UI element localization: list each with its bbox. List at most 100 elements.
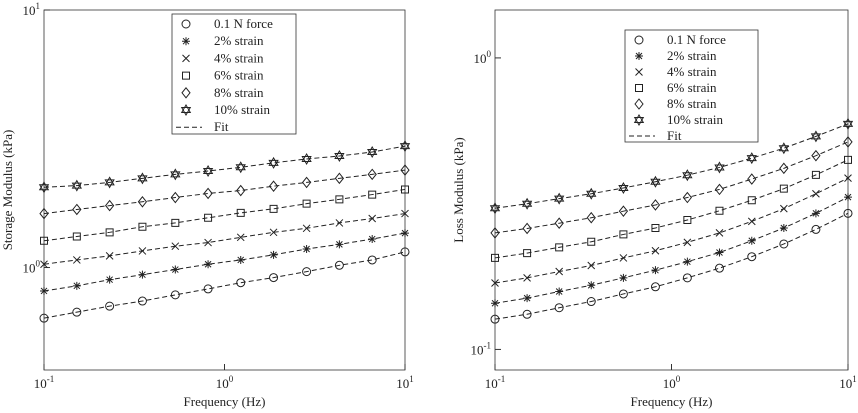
legend-marker (182, 54, 190, 63)
data-point (72, 203, 82, 216)
data-point (202, 165, 214, 178)
data-point (619, 254, 628, 262)
data-point (523, 294, 532, 303)
data-point (104, 176, 115, 189)
data-point (715, 229, 724, 237)
data-point (401, 185, 409, 194)
y-tick-base: 10 (23, 3, 36, 18)
legend-marker (635, 68, 643, 76)
data-point (491, 279, 499, 287)
legend-marker (181, 19, 191, 29)
legend-box (624, 29, 759, 143)
data-point (72, 232, 81, 241)
data-point (137, 172, 148, 185)
legend-label: Fit (667, 128, 682, 143)
y-tick-label: 101 (23, 1, 41, 18)
data-point (170, 168, 181, 181)
fit-line (43, 213, 406, 265)
data-point (555, 287, 564, 296)
data-point (714, 263, 724, 273)
data-point (555, 267, 564, 276)
data-point (747, 252, 757, 262)
x-tick-exp: -1 (47, 374, 55, 384)
y-tick-label: 10-1 (471, 340, 492, 357)
fit-line (43, 188, 406, 242)
legend-label: 2% strain (214, 33, 264, 48)
legend-label: 4% strain (214, 50, 264, 65)
data-point (301, 176, 312, 189)
y-tick-exp: 0 (487, 49, 492, 59)
data-point (268, 156, 279, 169)
data-point (715, 248, 724, 257)
data-point (618, 205, 629, 217)
data-point (586, 187, 597, 200)
data-point (203, 187, 213, 200)
data-point (72, 256, 81, 264)
data-point (401, 209, 409, 218)
x-tick-label: 10-1 (34, 374, 55, 391)
data-point (747, 217, 756, 226)
x-tick-base: 10 (396, 376, 409, 391)
x-tick-base: 10 (216, 376, 229, 391)
legend-label: 8% strain (667, 96, 717, 111)
data-point (269, 273, 279, 283)
legend-marker (635, 52, 643, 60)
data-point (236, 184, 246, 197)
data-point (779, 162, 789, 175)
data-point (39, 313, 49, 323)
legend-box (171, 13, 297, 135)
data-point (747, 236, 756, 245)
x-tick-label: 101 (396, 374, 414, 391)
legend-label: 0.1 N force (214, 16, 273, 31)
data-point (811, 209, 820, 218)
data-point (335, 219, 344, 227)
data-point (619, 230, 628, 239)
data-point (587, 281, 596, 290)
data-point (335, 195, 344, 204)
data-point (170, 290, 180, 300)
data-point (334, 172, 345, 185)
x-tick-exp: 1 (852, 374, 857, 384)
data-point (490, 314, 500, 324)
data-point (618, 181, 629, 194)
data-point (650, 282, 660, 292)
x-tick-base: 10 (839, 376, 852, 391)
legend-marker (634, 98, 644, 110)
data-point (302, 224, 311, 233)
data-point (651, 246, 660, 255)
data-point (302, 245, 311, 254)
legend-marker (635, 84, 643, 92)
data-point (651, 266, 660, 275)
y-tick-base: 10 (471, 342, 484, 357)
data-point (746, 152, 757, 165)
y-tick-exp: 1 (36, 1, 41, 11)
fit-line (43, 169, 406, 215)
data-point (843, 136, 853, 148)
data-point (40, 286, 48, 295)
data-point (368, 235, 377, 244)
data-point (401, 229, 409, 238)
data-point (714, 183, 725, 196)
data-point (367, 145, 378, 158)
data-point (137, 195, 148, 208)
x-axis-label: Frequency (Hz) (184, 394, 266, 409)
data-point (40, 236, 48, 245)
data-point (204, 238, 212, 247)
data-point (586, 211, 596, 224)
fit-line (494, 159, 849, 259)
data-point (105, 228, 114, 237)
data-point (555, 243, 564, 252)
data-point (301, 152, 312, 165)
legend-label: 2% strain (667, 48, 717, 63)
data-point (490, 227, 500, 239)
data-point (400, 247, 410, 257)
data-point (171, 265, 180, 274)
data-point (399, 140, 411, 153)
data-point (236, 278, 246, 288)
data-point (779, 239, 789, 249)
data-point (844, 174, 852, 182)
x-tick-exp: 1 (409, 374, 414, 384)
y-tick-base: 10 (474, 51, 487, 66)
